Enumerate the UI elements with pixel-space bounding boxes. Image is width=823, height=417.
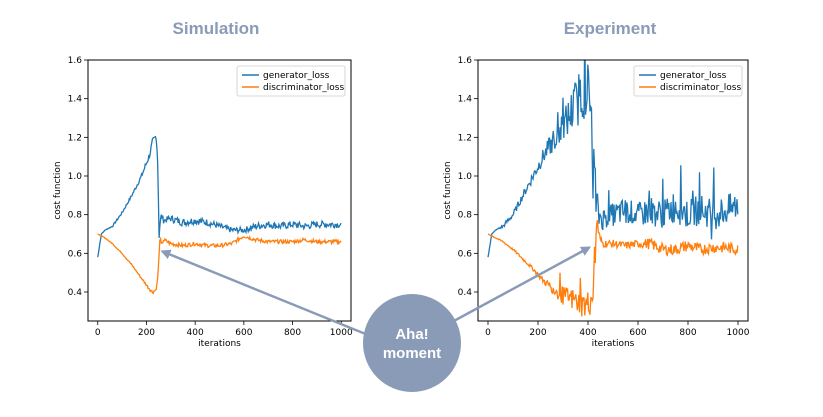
x-tick-label: 0: [95, 328, 101, 338]
legend-box: [236, 65, 346, 97]
chart-title: Simulation: [173, 19, 260, 38]
y-tick-label: 1.6: [68, 56, 83, 66]
x-tick-label: 600: [629, 328, 646, 338]
y-tick-label: 0.4: [68, 288, 83, 298]
x-axis-label: iterations: [592, 339, 635, 349]
x-tick-label: 0: [485, 328, 491, 338]
legend-label-generator: generator_loss: [263, 71, 330, 81]
y-axis-label: cost function: [443, 161, 453, 219]
legend-label-discriminator: discriminator_loss: [263, 83, 344, 93]
plot-frame: [477, 59, 749, 322]
x-tick-label: 1000: [330, 328, 353, 338]
y-tick-label: 0.8: [68, 211, 83, 221]
aha-text-line2: moment: [383, 345, 441, 362]
simulation-chart: Simulation 0 200 400 600 800 1000 0.4 0.6 0.8 1.…: [53, 19, 353, 349]
y-tick-label: 0.8: [458, 211, 473, 221]
x-tick-label: 1000: [727, 328, 750, 338]
y-tick-label: 0.6: [458, 249, 473, 259]
experiment-chart: Experiment 0 200 400 600 800 1000 0.4 0.6 0.8 1.…: [443, 19, 750, 349]
y-tick-label: 1.0: [458, 172, 473, 182]
y-tick-label: 1.0: [68, 172, 83, 182]
x-axis-label: iterations: [198, 339, 241, 349]
legend: generator_loss discriminator_loss: [236, 65, 346, 97]
legend: generator_loss discriminator_loss: [633, 65, 743, 97]
y-tick-label: 0.4: [458, 288, 473, 298]
legend-label-generator: generator_loss: [660, 71, 727, 81]
y-axis-label: cost function: [53, 161, 63, 219]
aha-moment-callout: Aha! moment: [160, 246, 592, 392]
y-tick-label: 1.2: [458, 133, 472, 143]
aha-text-line1: Aha!: [395, 326, 428, 343]
x-tick-label: 800: [679, 328, 696, 338]
x-tick-label: 400: [579, 328, 596, 338]
y-tick-label: 1.4: [458, 95, 473, 105]
chart-title: Experiment: [564, 19, 657, 38]
y-tick-label: 1.6: [458, 56, 473, 66]
y-tick-label: 0.6: [68, 249, 83, 259]
x-tick-label: 200: [529, 328, 546, 338]
legend-box: [633, 65, 743, 97]
x-tick-label: 200: [138, 328, 155, 338]
series-line-generator-loss: [487, 60, 739, 258]
x-tick-label: 600: [235, 328, 252, 338]
x-tick-label: 400: [187, 328, 204, 338]
arrow-to-simulation: [160, 249, 369, 337]
aha-bubble: [363, 294, 461, 392]
series-line-generator-loss: [97, 135, 342, 258]
series-line-discriminator-loss: [487, 219, 739, 317]
y-tick-label: 1.2: [68, 133, 82, 143]
legend-label-discriminator: discriminator_loss: [660, 83, 741, 93]
x-tick-label: 800: [284, 328, 301, 338]
arrow-to-experiment: [451, 246, 592, 324]
series-line-discriminator-loss: [97, 233, 342, 295]
plot-frame: [87, 59, 352, 322]
y-tick-label: 1.4: [68, 95, 83, 105]
